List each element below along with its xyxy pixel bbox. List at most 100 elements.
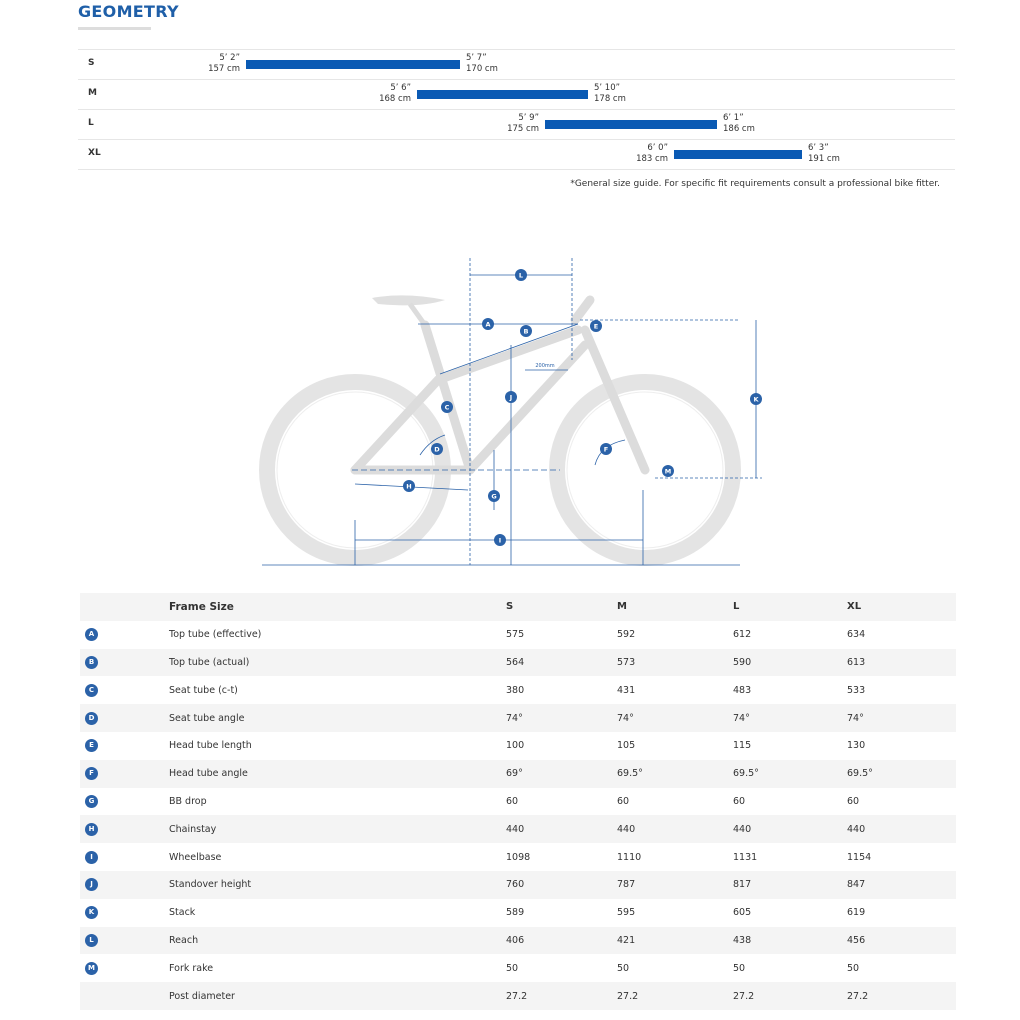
row-value: 74° (733, 704, 847, 732)
front-wheel (549, 374, 741, 566)
table-row: J Standover height 760 787 817 847 (80, 870, 956, 899)
marker-cell: E (80, 732, 169, 760)
row-value: 533 (847, 684, 866, 696)
table-row: M Fork rake 50 50 50 50 (80, 954, 956, 982)
column-header: XL (847, 593, 956, 621)
marker-cell: D (80, 704, 169, 732)
row-marker: M (85, 961, 98, 975)
max-height: 6’ 1” 186 cm (723, 113, 755, 135)
marker-cell: F (80, 759, 169, 788)
row-name: Wheelbase (169, 851, 222, 863)
row-value: 27.2 (847, 982, 956, 1010)
row-value: 69° (506, 759, 617, 788)
top-tube (433, 325, 583, 385)
max-height: 6’ 3” 191 cm (808, 143, 840, 165)
row-name: Top tube (actual) (169, 648, 506, 677)
row-value: 440 (733, 815, 847, 844)
diagram-note: 200mm (535, 363, 554, 369)
row-name: Reach (169, 926, 506, 955)
row-value: 100 (506, 740, 525, 752)
title-underline (78, 27, 151, 30)
row-value: 1110 (617, 851, 642, 863)
front-rim (566, 391, 724, 549)
min-height: 5’ 9” 175 cm (507, 113, 539, 135)
marker-cell: M (80, 954, 169, 982)
row-name: Chainstay (169, 815, 506, 844)
row-value: 847 (847, 870, 956, 899)
row-value: 69.5° (733, 759, 847, 788)
row-name: Head tube angle (169, 759, 506, 788)
max-cm: 178 cm (594, 94, 626, 104)
row-value: 69.5° (617, 759, 733, 788)
row-value: 130 (847, 740, 866, 752)
max-ft: 5’ 7” (466, 53, 487, 63)
row-value: 27.2 (733, 982, 847, 1010)
table-row: G BB drop 60 60 60 60 (80, 788, 956, 816)
row-value: 27.2 (506, 982, 617, 1010)
geometry-table: Frame Size S M L XL A Top tube (effective) 575 5… (80, 593, 956, 1010)
row-value: 69.5° (847, 759, 956, 788)
row-value: 74° (506, 704, 617, 732)
row-value: 440 (847, 815, 956, 844)
min-height: 5’ 2” 157 cm (208, 53, 240, 75)
row-value: 440 (506, 815, 617, 844)
row-divider (78, 169, 955, 170)
diagram-markers: A B C D E F G H I J K L M (403, 269, 762, 546)
row-divider (78, 79, 955, 80)
marker-letter: J (509, 393, 512, 401)
row-value: 817 (733, 870, 847, 899)
table-row: K Stack 589 595 605 619 (80, 899, 956, 927)
row-value: 60 (847, 795, 860, 807)
row-value: 605 (733, 907, 752, 919)
marker-cell: G (80, 788, 169, 816)
table-row: A Top tube (effective) 575 592 612 634 (80, 621, 956, 649)
marker-dot (590, 320, 602, 332)
marker-letter: I (499, 536, 501, 544)
size-bar (417, 90, 588, 99)
row-marker: G (85, 794, 98, 808)
seatpost (407, 302, 428, 327)
max-height: 5’ 7” 170 cm (466, 53, 498, 75)
marker-letter: L (519, 271, 523, 279)
marker-letter: C (445, 403, 450, 411)
row-value: 760 (506, 870, 617, 899)
row-value: 1131 (733, 851, 758, 863)
seat-tube (420, 320, 475, 475)
row-value: 60 (733, 795, 746, 807)
row-value: 60 (617, 795, 630, 807)
row-name: Standover height (169, 870, 506, 899)
row-marker: F (85, 767, 98, 781)
marker-cell: H (80, 815, 169, 844)
row-value: 440 (617, 815, 733, 844)
table-row: D Seat tube angle 74° 74° 74° 74° (80, 704, 956, 732)
row-value: 421 (617, 926, 733, 955)
max-height: 5’ 10” 178 cm (594, 83, 626, 105)
size-note: *General size guide. For specific fit re… (570, 179, 940, 189)
table-row: H Chainstay 440 440 440 440 (80, 815, 956, 844)
marker-letter: B (524, 327, 529, 335)
max-cm: 170 cm (466, 64, 498, 74)
table-row: I Wheelbase 1098 1110 1131 1154 (80, 843, 956, 871)
max-cm: 191 cm (808, 154, 840, 164)
marker-cell (80, 982, 169, 1010)
row-value: 50 (847, 962, 860, 974)
row-value: 1098 (506, 851, 531, 863)
row-marker: D (85, 711, 98, 725)
marker-cell: A (80, 621, 169, 649)
marker-dot (494, 534, 506, 546)
min-cm: 183 cm (636, 154, 668, 164)
size-bar (545, 120, 717, 129)
row-marker: E (85, 739, 98, 753)
marker-letter: G (491, 492, 496, 500)
saddle (372, 295, 445, 306)
row-value: 573 (617, 648, 733, 677)
marker-cell: C (80, 676, 169, 704)
row-value: 612 (733, 629, 752, 641)
row-value: 589 (506, 907, 525, 919)
row-value: 60 (506, 795, 519, 807)
min-ft: 5’ 2” (219, 53, 240, 63)
marker-dot (505, 391, 517, 403)
fork (580, 325, 650, 475)
marker-letter: H (406, 482, 411, 490)
